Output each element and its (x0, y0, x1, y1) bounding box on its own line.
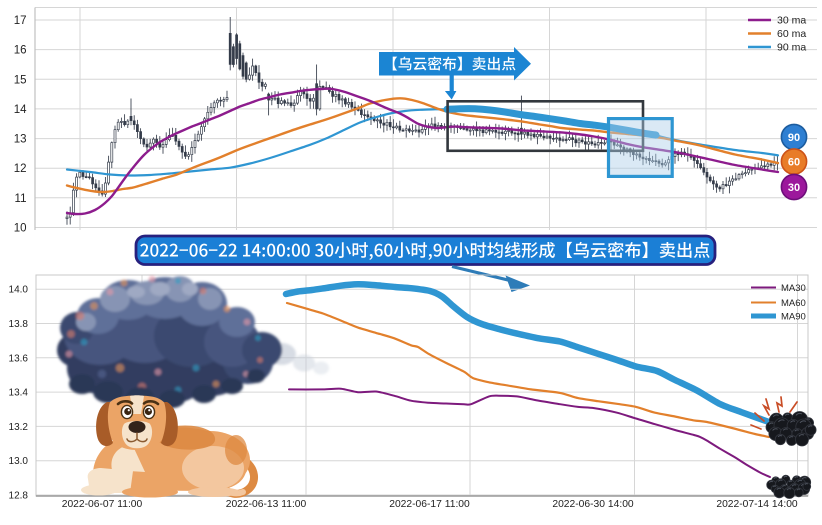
svg-text:13: 13 (14, 134, 27, 146)
svg-text:13.0: 13.0 (9, 456, 29, 467)
svg-text:2022-06-17 11:00: 2022-06-17 11:00 (389, 499, 470, 510)
svg-text:2022-06-07 11:00: 2022-06-07 11:00 (62, 499, 143, 510)
svg-text:11: 11 (15, 193, 27, 205)
svg-text:90: 90 (788, 132, 800, 144)
svg-text:MA90: MA90 (781, 312, 806, 323)
svg-text:13.4: 13.4 (9, 388, 29, 399)
svg-text:10: 10 (14, 223, 27, 235)
svg-text:13.6: 13.6 (9, 353, 29, 364)
svg-text:13.8: 13.8 (9, 319, 29, 330)
svg-text:MA30: MA30 (781, 283, 806, 294)
svg-text:2022-06-13 11:00: 2022-06-13 11:00 (226, 499, 307, 510)
svg-text:MA60: MA60 (781, 298, 806, 309)
svg-text:16: 16 (14, 45, 27, 57)
svg-text:12.8: 12.8 (9, 491, 29, 502)
svg-text:14.0: 14.0 (9, 285, 29, 296)
svg-text:13.2: 13.2 (9, 422, 29, 433)
svg-text:2022-07-14 14:00: 2022-07-14 14:00 (716, 499, 798, 510)
svg-text:2022-06-30 14:00: 2022-06-30 14:00 (552, 499, 634, 510)
svg-text:30 ma: 30 ma (777, 15, 806, 27)
svg-text:60: 60 (788, 157, 800, 169)
svg-text:12: 12 (14, 163, 27, 175)
svg-text:30: 30 (788, 182, 800, 194)
svg-text:14: 14 (14, 104, 27, 116)
svg-text:60 ma: 60 ma (777, 28, 806, 40)
svg-text:17: 17 (14, 15, 27, 27)
svg-text:90 ma: 90 ma (777, 42, 806, 54)
svg-text:15: 15 (14, 74, 27, 86)
